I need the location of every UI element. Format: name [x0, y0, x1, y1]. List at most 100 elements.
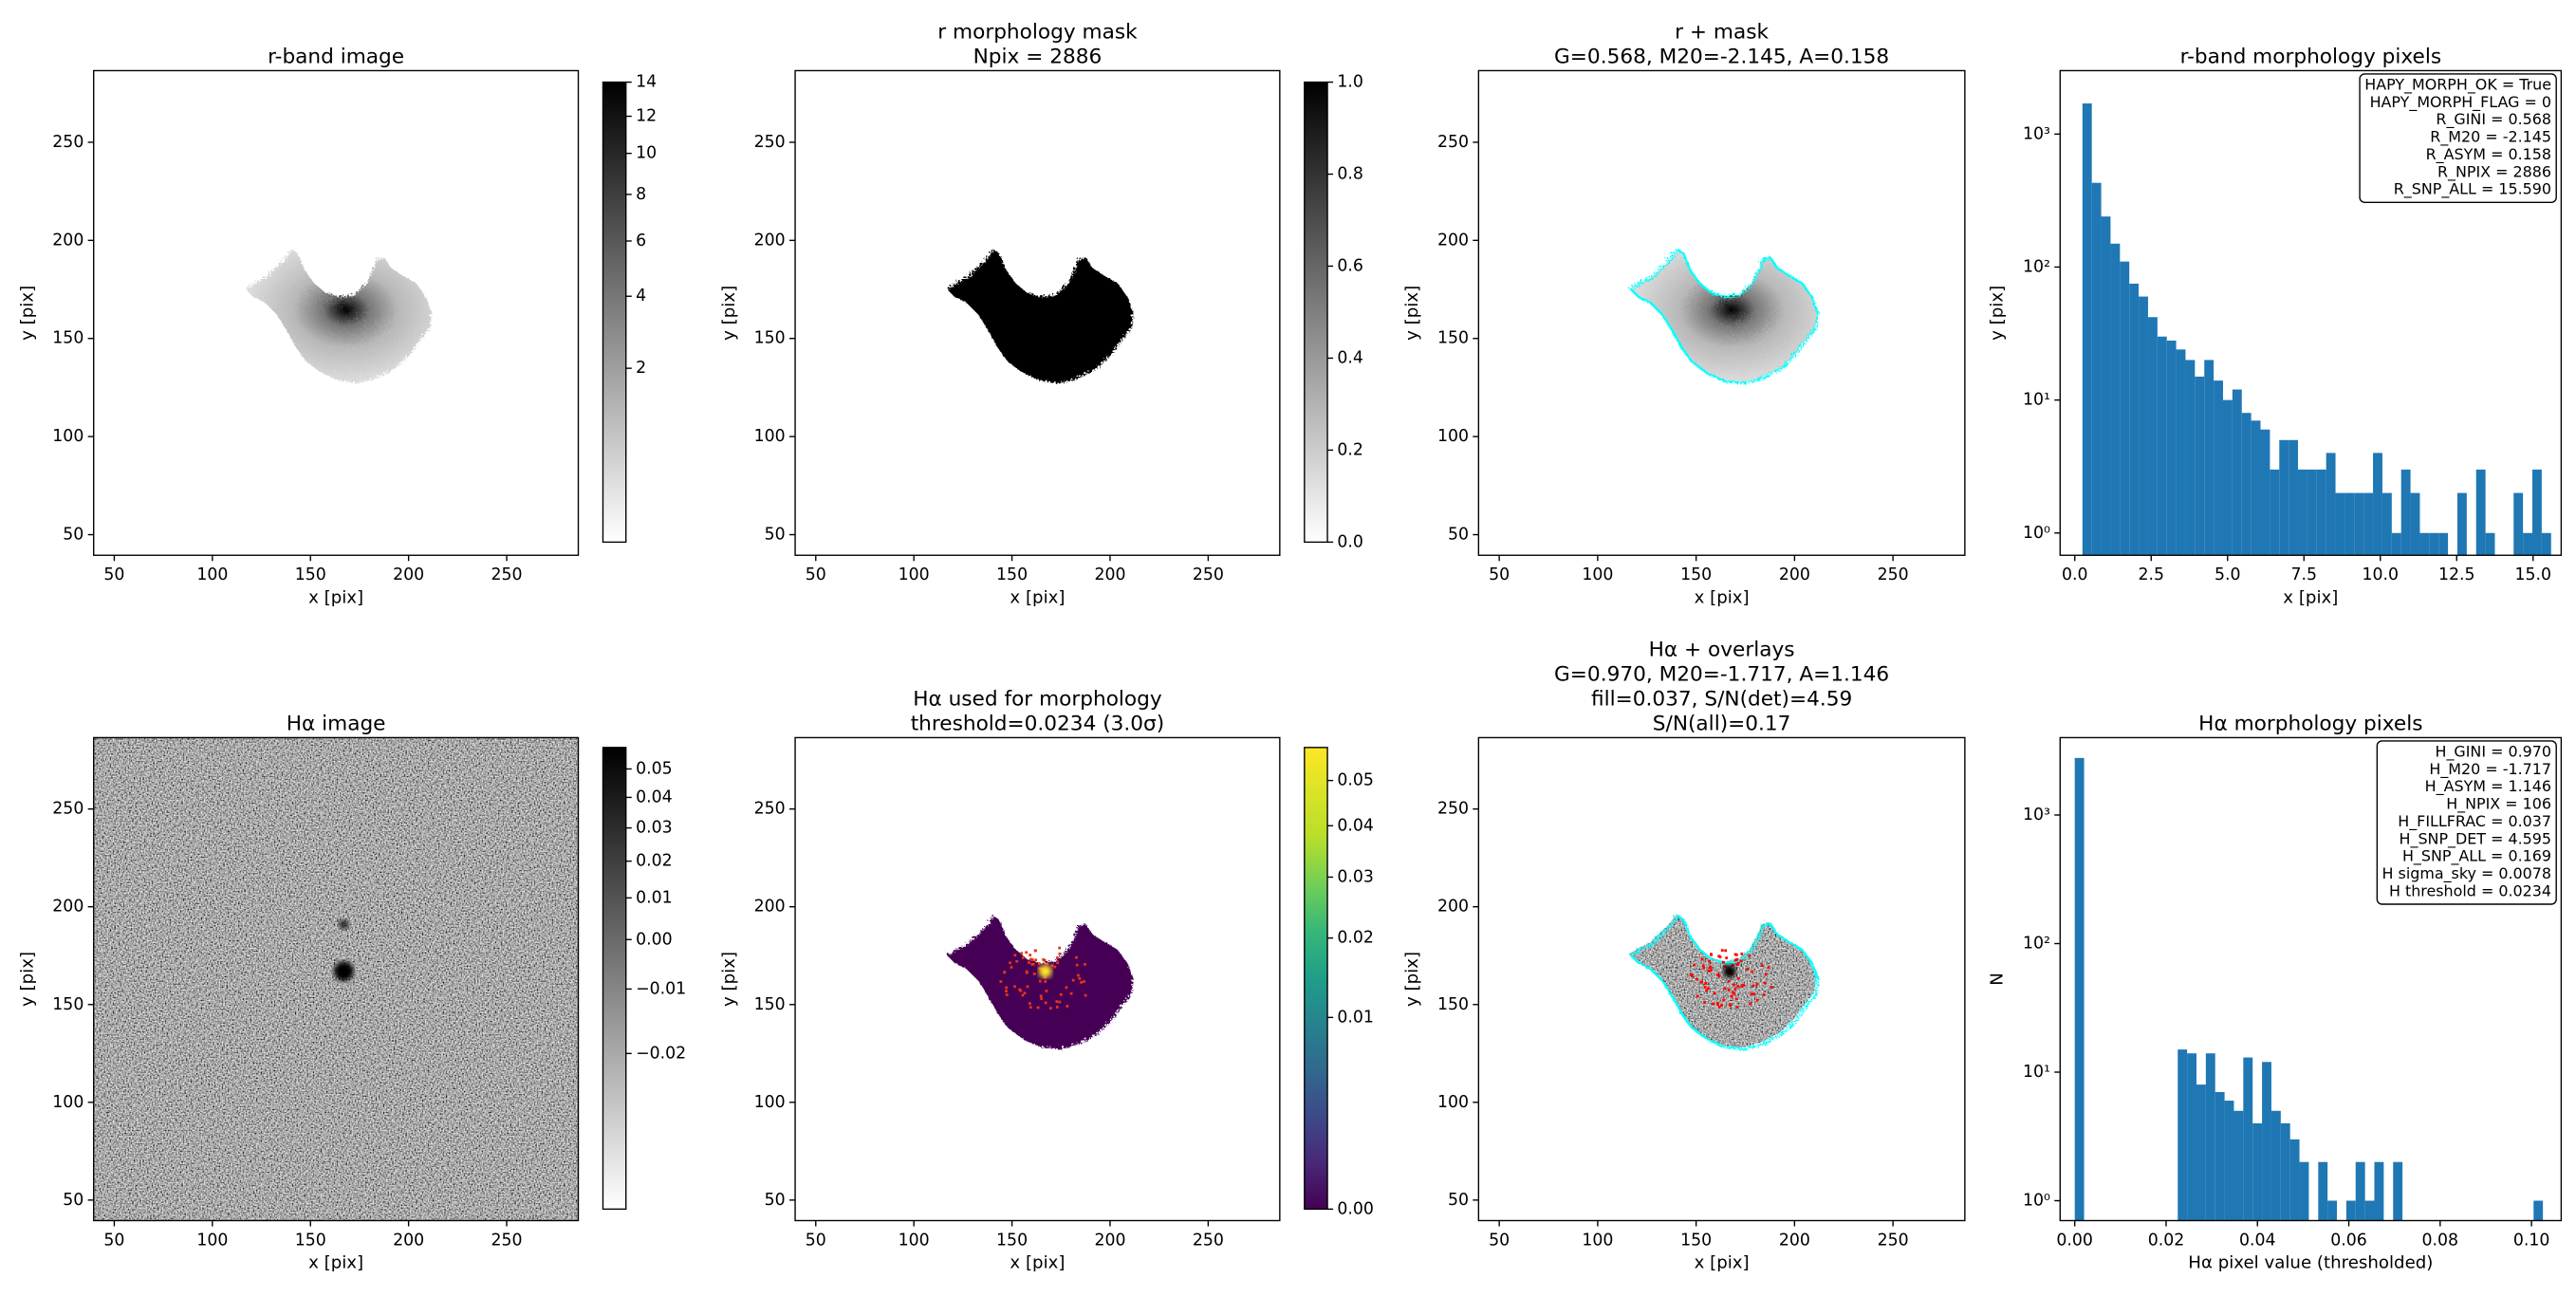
hist-bar — [2280, 1122, 2290, 1221]
x-tick-label: 250 — [491, 565, 523, 584]
overlay-pixel — [1740, 952, 1744, 955]
overlay-pixel — [1742, 984, 1746, 987]
overlay-pixel — [1055, 1000, 1059, 1003]
overlay-pixel — [1084, 993, 1087, 997]
y-tick-label: 250 — [1437, 133, 1469, 152]
hist-bar — [2485, 532, 2495, 556]
axes-frame — [2059, 736, 2563, 1222]
x-tick-label: 0.00 — [2056, 1231, 2093, 1250]
panel-title: S/N(all)=0.17 — [1653, 713, 1791, 736]
overlay-pixel — [1695, 977, 1698, 981]
hist-bar — [2364, 1200, 2375, 1221]
overlay-pixel — [1069, 991, 1073, 995]
hist-bar — [2289, 439, 2299, 556]
y-tick-label: 100 — [1437, 427, 1469, 446]
x-tick-label: 100 — [899, 565, 930, 584]
axes-frame — [93, 736, 580, 1222]
overlay-pixel — [1005, 990, 1008, 992]
x-tick-label: 0.0 — [2062, 565, 2088, 584]
y-axis-label: y [pix] — [1402, 952, 1422, 1007]
panel-title: r-band image — [268, 46, 404, 69]
image-layer — [1627, 246, 1818, 383]
overlay-pixel — [1059, 992, 1063, 996]
image-layer — [945, 914, 1132, 1048]
overlay-pixel — [1752, 992, 1756, 996]
panel: 0.00 0.02 0.04 0.06 0.08 0.10 10⁰ 10¹ 10² 10³ Hα p… — [1987, 713, 2563, 1273]
overlay-pixel — [1055, 1006, 1059, 1009]
overlay-pixel — [1767, 966, 1770, 970]
mask-contour — [1627, 913, 1818, 1049]
overlay-pixel — [1722, 960, 1725, 964]
x-axis-label: x [pix] — [2283, 587, 2338, 607]
hist-bar — [2196, 1084, 2206, 1221]
source-core — [333, 961, 354, 982]
y-tick-label: 50 — [765, 526, 786, 545]
hist-bar — [2475, 469, 2486, 556]
x-tick-label: 100 — [196, 1231, 228, 1250]
y-tick-label: 200 — [754, 898, 786, 917]
overlay-pixel — [1722, 998, 1726, 1002]
hist-bar — [2233, 1110, 2244, 1221]
y-tick-label: 150 — [754, 329, 786, 348]
overlay-pixel — [1009, 961, 1011, 965]
colorbar-tick-label: 0.0 — [1337, 532, 1363, 551]
overlay-pixel — [1050, 964, 1054, 967]
y-axis-label: y [pix] — [17, 952, 37, 1007]
annotation-line: R_M20 = -2.145 — [2430, 128, 2551, 147]
overlay-pixel — [1034, 958, 1038, 962]
panel-title: Hα image — [287, 713, 386, 736]
overlay-pixel — [1770, 986, 1773, 989]
overlay-pixel — [1039, 994, 1043, 998]
y-tick-label: 150 — [1437, 329, 1469, 348]
annotation-line: R_ASYM = 0.158 — [2426, 145, 2551, 164]
x-tick-label: 100 — [1582, 1231, 1613, 1250]
hist-bar — [2224, 1101, 2234, 1221]
overlay-pixel — [1066, 1005, 1069, 1008]
overlay-pixel — [1055, 956, 1059, 959]
annotation-line: HAPY_MORPH_FLAG = 0 — [2370, 93, 2551, 112]
y-tick-label: 150 — [754, 995, 786, 1014]
y-tick-label: 50 — [1448, 526, 1469, 545]
hist-bar — [2335, 492, 2345, 556]
colorbar-tick-label: 0.8 — [1337, 165, 1363, 184]
overlay-pixel — [1699, 980, 1703, 984]
colorbar — [602, 747, 627, 1211]
overlay-pixel — [1044, 980, 1047, 983]
y-tick-label: 200 — [1437, 898, 1469, 917]
x-tick-label: 0.10 — [2513, 1231, 2550, 1250]
annotation-line: H threshold = 0.0234 — [2389, 881, 2551, 899]
overlay-pixel — [1029, 1006, 1032, 1010]
x-tick-label: 0.08 — [2422, 1231, 2459, 1250]
y-tick-label: 10² — [2023, 257, 2050, 276]
overlay-pixel — [1764, 973, 1768, 976]
axes-frame — [1477, 736, 1966, 1222]
overlay-pixel — [1003, 971, 1007, 973]
overlay-pixel — [1717, 1005, 1721, 1009]
overlay-pixel — [1707, 987, 1710, 991]
hist-bar — [2147, 317, 2158, 556]
hist-bar — [2262, 1062, 2271, 1221]
overlay-pixel — [1023, 991, 1027, 995]
source-core — [1722, 964, 1736, 978]
colorbar-tick-label: 0.2 — [1337, 440, 1363, 459]
hist-bar — [2270, 1110, 2281, 1221]
image-layer — [93, 737, 579, 1221]
y-tick-label: 150 — [52, 995, 83, 1014]
panel: 50 100 150 200 250 50 100 150 200 250 x [pix] y [pi… — [1402, 639, 1966, 1273]
overlay-pixel — [1731, 991, 1734, 994]
hist-bar — [2270, 469, 2280, 556]
y-tick-label: 50 — [765, 1191, 786, 1210]
overlay-pixel — [1691, 974, 1695, 978]
x-tick-label: 250 — [1193, 565, 1224, 584]
hist-bar — [2456, 492, 2467, 556]
x-tick-label: 100 — [1582, 565, 1613, 584]
hist-bar — [2139, 296, 2148, 556]
y-axis-label: y [pix] — [719, 952, 739, 1007]
panel-title: r + mask — [1675, 21, 1769, 45]
overlay-pixel — [1040, 997, 1043, 1000]
overlay-pixel — [1034, 949, 1037, 953]
y-tick-label: 150 — [52, 329, 83, 348]
colorbar-tick-label: 0.02 — [636, 852, 673, 871]
